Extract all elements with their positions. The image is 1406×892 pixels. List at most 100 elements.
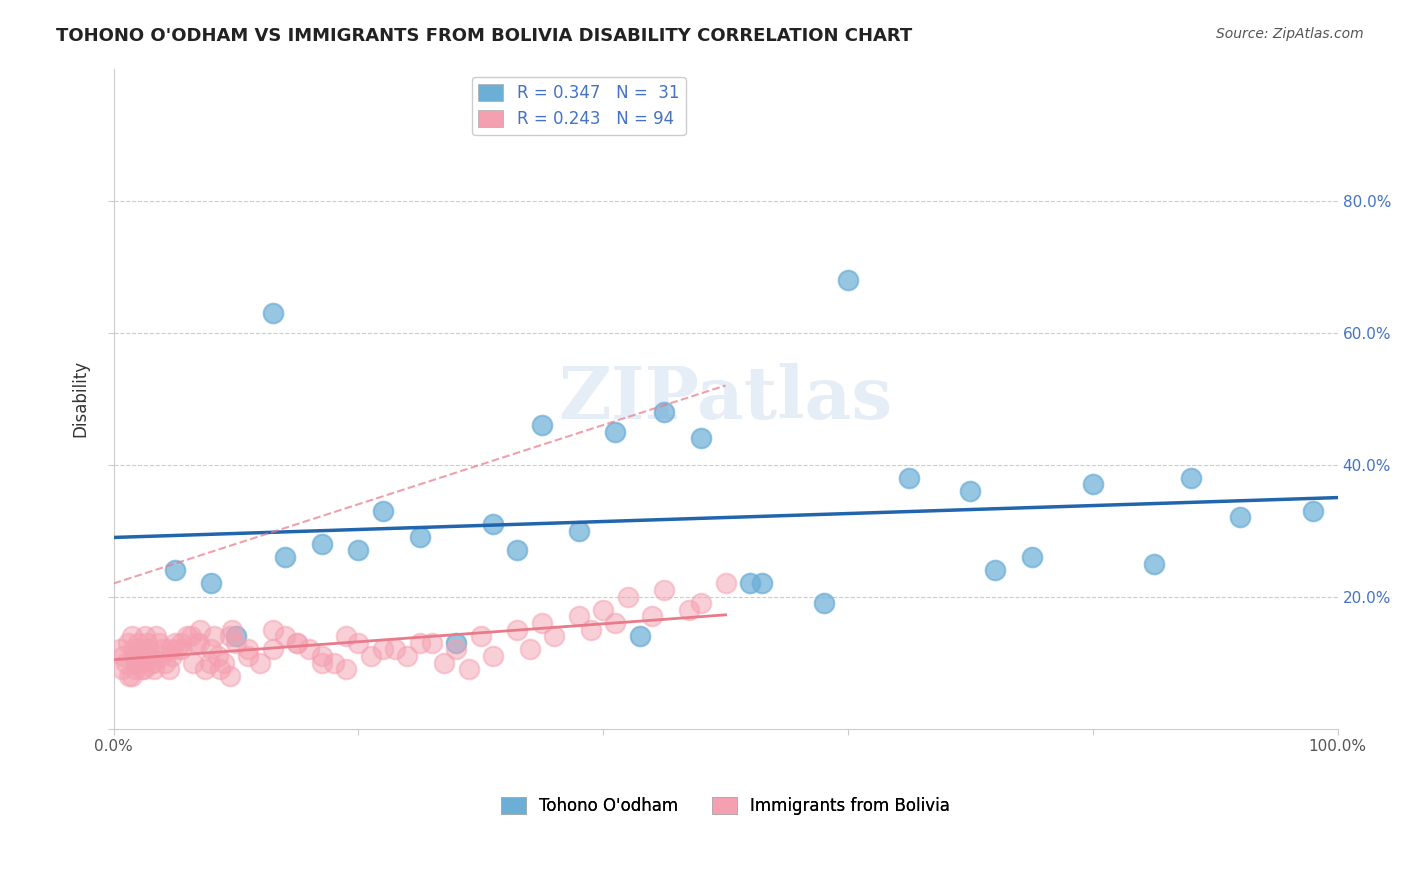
Point	[959, 483, 981, 498]
Point	[163, 636, 186, 650]
Point	[200, 576, 222, 591]
Point	[898, 471, 921, 485]
Point	[396, 649, 419, 664]
Point	[117, 636, 139, 650]
Point	[170, 636, 193, 650]
Point	[311, 649, 333, 664]
Point	[124, 649, 146, 664]
Point	[163, 563, 186, 577]
Point	[1229, 510, 1251, 524]
Point	[446, 636, 468, 650]
Point	[221, 623, 243, 637]
Point	[714, 576, 737, 591]
Point	[813, 596, 835, 610]
Point	[150, 649, 173, 664]
Point	[111, 662, 134, 676]
Point	[118, 669, 141, 683]
Point	[108, 642, 131, 657]
Text: TOHONO O'ODHAM VS IMMIGRANTS FROM BOLIVIA DISABILITY CORRELATION CHART: TOHONO O'ODHAM VS IMMIGRANTS FROM BOLIVI…	[56, 27, 912, 45]
Point	[690, 431, 713, 445]
Point	[200, 656, 222, 670]
Point	[202, 629, 225, 643]
Point	[121, 629, 143, 643]
Point	[170, 642, 193, 657]
Point	[176, 629, 198, 643]
Point	[347, 636, 370, 650]
Point	[311, 537, 333, 551]
Point	[530, 417, 553, 432]
Point	[249, 656, 271, 670]
Point	[157, 662, 180, 676]
Point	[218, 629, 240, 643]
Point	[482, 649, 505, 664]
Point	[188, 636, 211, 650]
Point	[139, 649, 162, 664]
Point	[530, 616, 553, 631]
Point	[628, 629, 651, 643]
Point	[641, 609, 664, 624]
Point	[408, 636, 430, 650]
Point	[543, 629, 565, 643]
Point	[285, 636, 308, 650]
Point	[153, 656, 176, 670]
Point	[371, 504, 394, 518]
Point	[194, 662, 217, 676]
Point	[654, 405, 676, 419]
Point	[134, 662, 156, 676]
Point	[209, 662, 232, 676]
Point	[506, 543, 529, 558]
Point	[162, 649, 184, 664]
Point	[592, 603, 614, 617]
Point	[124, 662, 146, 676]
Point	[190, 623, 212, 637]
Legend: Tohono O'odham, Immigrants from Bolivia: Tohono O'odham, Immigrants from Bolivia	[495, 789, 956, 822]
Point	[1021, 549, 1043, 564]
Point	[225, 636, 247, 650]
Point	[1081, 477, 1104, 491]
Point	[125, 656, 148, 670]
Point	[127, 636, 149, 650]
Point	[347, 543, 370, 558]
Point	[420, 636, 443, 650]
Point	[142, 662, 165, 676]
Point	[136, 642, 159, 657]
Point	[1302, 504, 1324, 518]
Point	[181, 656, 204, 670]
Point	[322, 656, 344, 670]
Point	[311, 656, 333, 670]
Point	[131, 662, 153, 676]
Point	[238, 642, 260, 657]
Point	[285, 636, 308, 650]
Point	[112, 649, 135, 664]
Point	[751, 576, 773, 591]
Point	[166, 642, 188, 657]
Point	[605, 616, 627, 631]
Point	[207, 649, 229, 664]
Point	[470, 629, 492, 643]
Point	[180, 629, 202, 643]
Point	[142, 656, 165, 670]
Point	[262, 642, 284, 657]
Point	[579, 623, 602, 637]
Point	[148, 636, 170, 650]
Point	[506, 623, 529, 637]
Point	[568, 609, 591, 624]
Point	[605, 425, 627, 439]
Point	[616, 590, 638, 604]
Point	[433, 656, 456, 670]
Point	[114, 656, 136, 670]
Point	[160, 642, 183, 657]
Point	[984, 563, 1007, 577]
Point	[335, 662, 357, 676]
Point	[457, 662, 479, 676]
Point	[218, 669, 240, 683]
Point	[262, 306, 284, 320]
Y-axis label: Disability: Disability	[72, 360, 89, 437]
Point	[262, 623, 284, 637]
Point	[200, 642, 222, 657]
Point	[274, 629, 297, 643]
Point	[1180, 471, 1202, 485]
Point	[135, 636, 157, 650]
Point	[152, 642, 174, 657]
Point	[238, 649, 260, 664]
